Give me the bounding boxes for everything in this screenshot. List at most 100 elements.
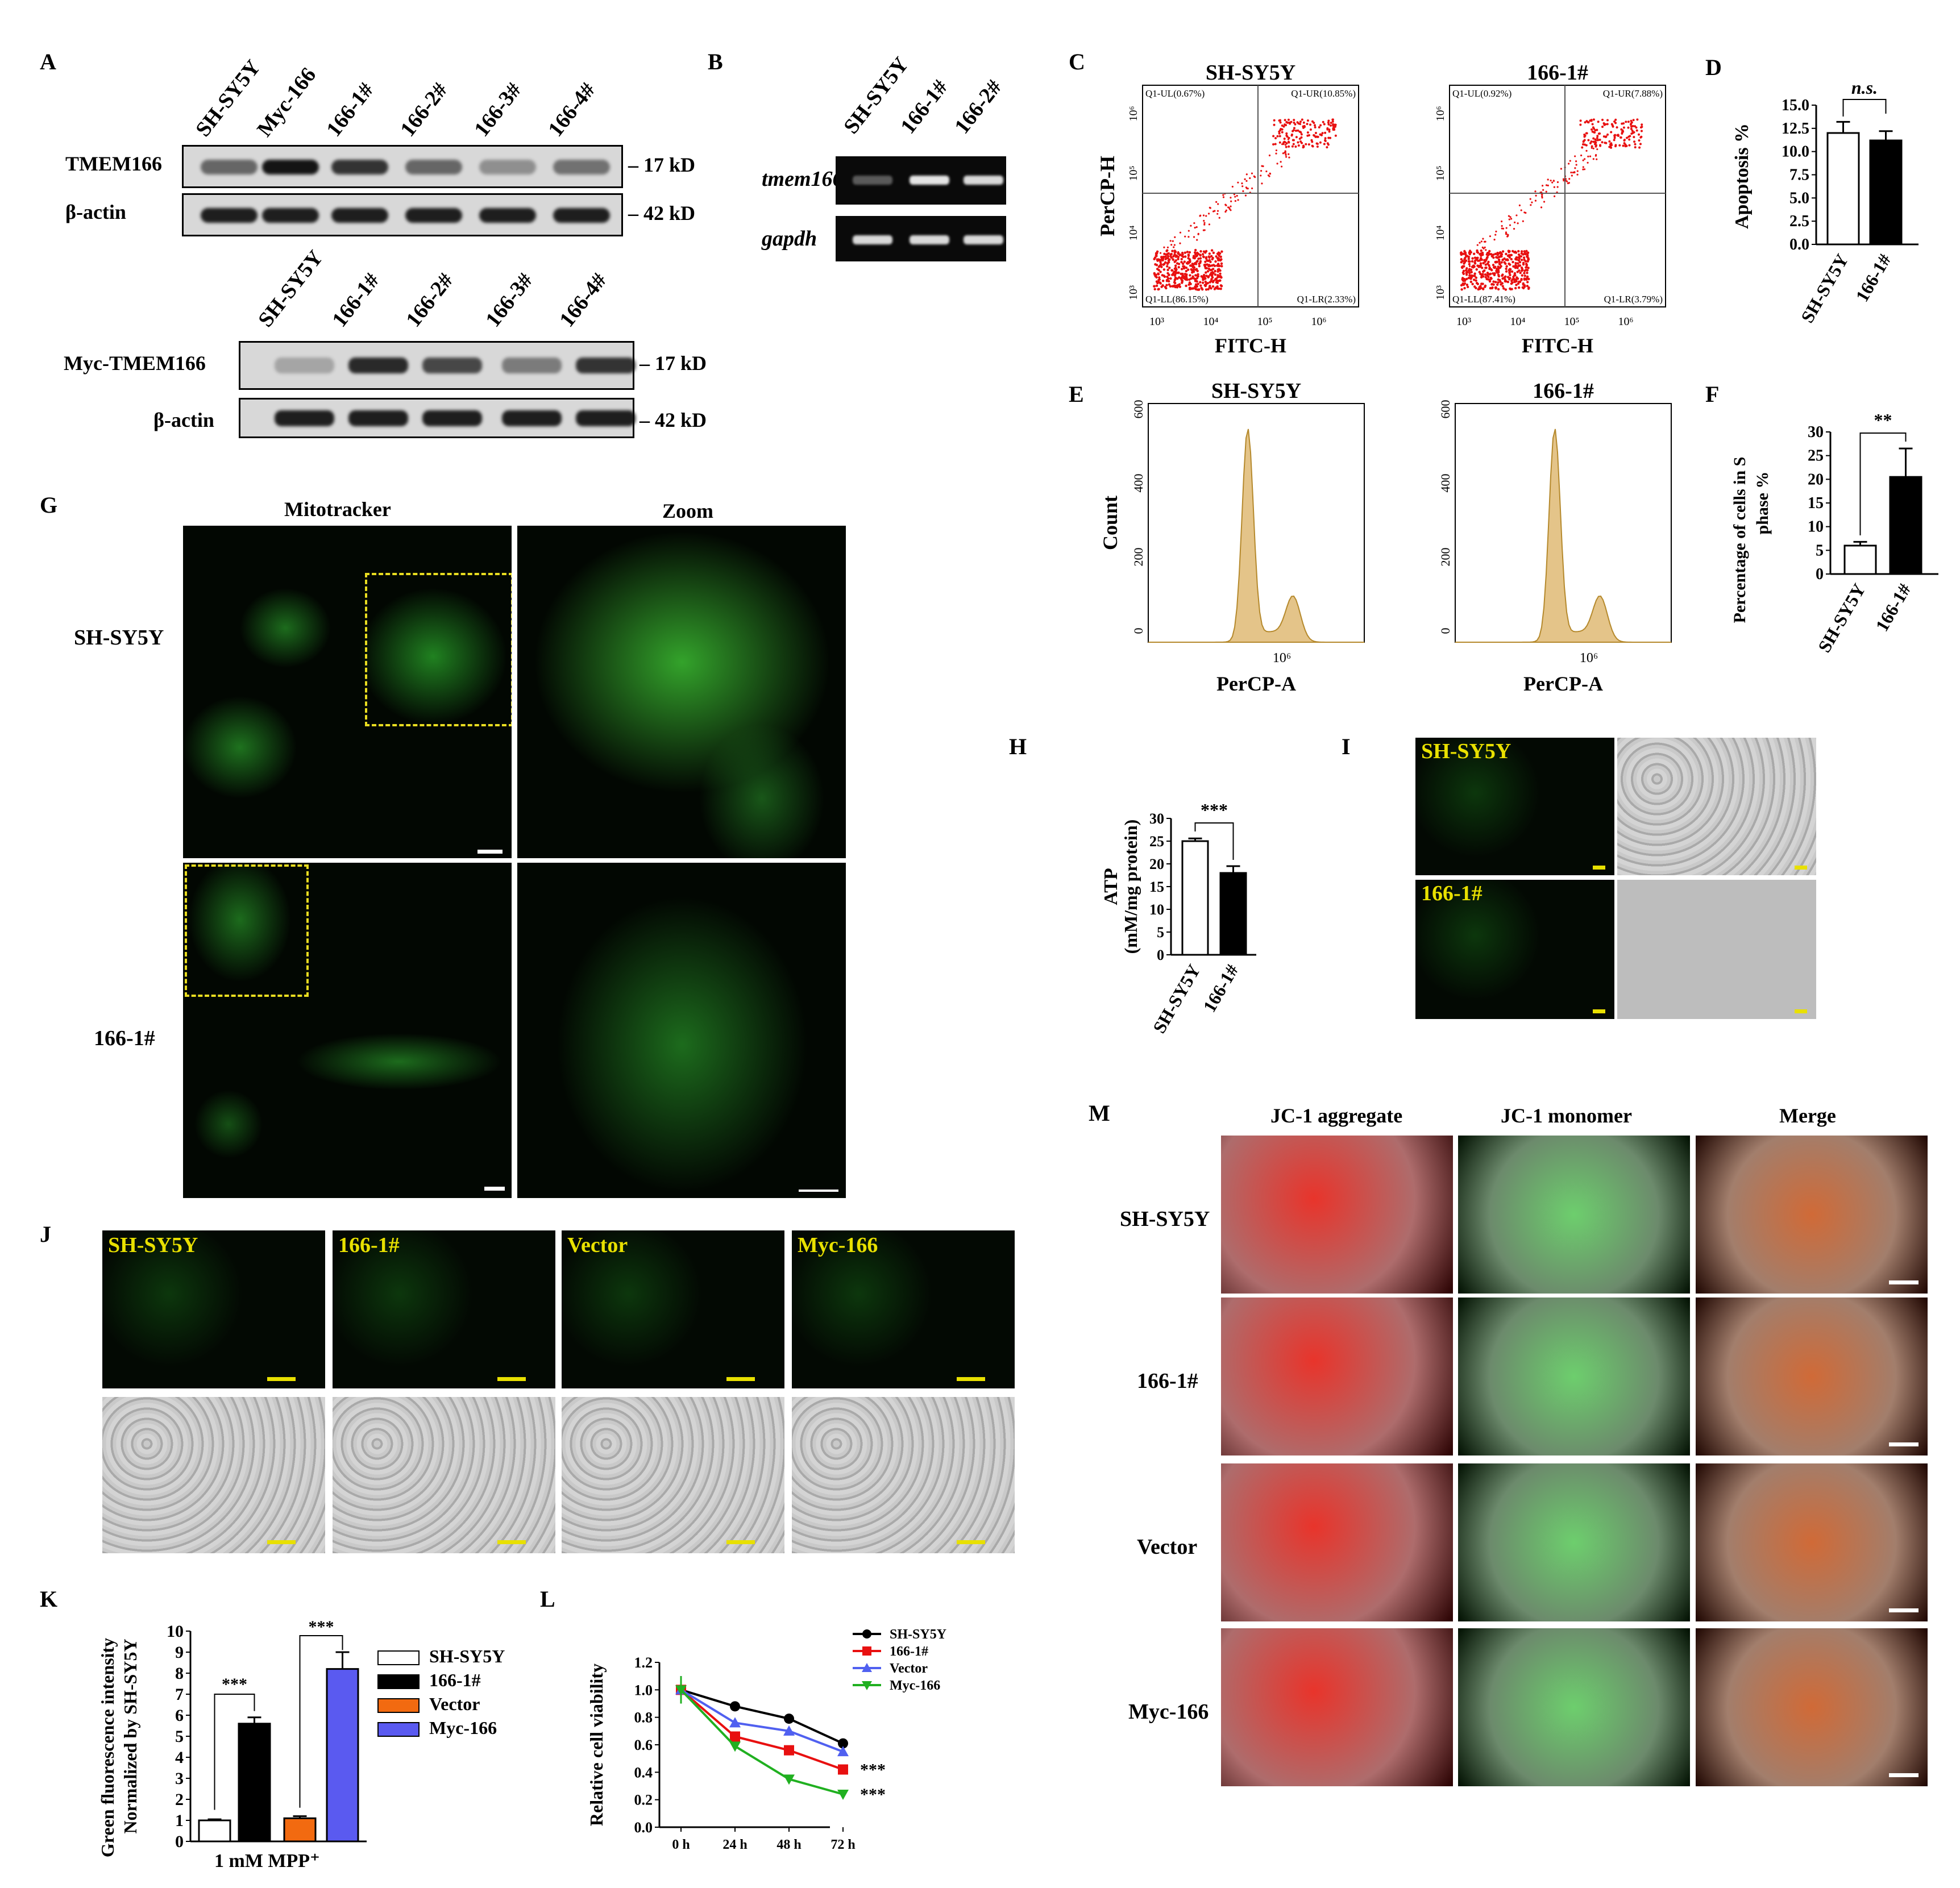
lane-label: 166-3# <box>470 78 526 142</box>
event-dot <box>1184 275 1186 278</box>
event-dot <box>1496 271 1500 274</box>
event-dot <box>1500 261 1503 264</box>
event-dot <box>1535 194 1537 197</box>
event-dot <box>1332 128 1335 131</box>
event-dot <box>1163 246 1165 248</box>
event-dot <box>1479 264 1483 267</box>
y-axis-label: Relative cell viability <box>586 1664 607 1826</box>
event-dot <box>1293 127 1295 130</box>
event-dot <box>1523 269 1526 272</box>
zoom-header: Zoom <box>662 500 713 522</box>
event-dot <box>1516 277 1519 280</box>
event-dot <box>1489 235 1492 238</box>
event-dot <box>1206 270 1210 273</box>
event-dot <box>1585 132 1588 135</box>
event-dot <box>1172 258 1174 261</box>
event-dot <box>1216 264 1219 267</box>
event-dot <box>1460 284 1463 287</box>
event-dot <box>1622 144 1625 147</box>
quadrant-ul: Q1-UL(0.92%) <box>1452 88 1511 99</box>
data-point <box>784 1745 794 1756</box>
y-tick-label: 25 <box>1149 833 1164 850</box>
event-dot <box>1587 161 1589 164</box>
event-dot <box>1471 282 1474 285</box>
legend-swatch <box>377 1722 420 1737</box>
event-dot <box>1479 242 1481 244</box>
event-dot <box>1278 132 1281 135</box>
gel-strip <box>836 156 1006 205</box>
event-dot <box>1217 251 1220 254</box>
event-dot <box>1161 256 1165 259</box>
x-tick-label: SH-SY5Y <box>1814 580 1870 656</box>
event-dot <box>1515 214 1518 217</box>
event-dot <box>1228 208 1231 210</box>
event-dot <box>1481 246 1484 248</box>
event-dot <box>1469 280 1473 284</box>
y-tick-label: 0.2 <box>634 1792 653 1808</box>
event-dot <box>1209 286 1211 289</box>
event-dot <box>1505 232 1507 235</box>
event-dot <box>1476 244 1479 246</box>
event-dot <box>1563 178 1565 180</box>
y-tick-label: 15 <box>1149 879 1164 895</box>
event-dot <box>1524 260 1527 263</box>
x-tick-label: 10⁵ <box>1257 315 1273 328</box>
event-dot <box>1510 270 1514 273</box>
lane-label: 166-4# <box>555 268 612 332</box>
event-dot <box>1504 278 1506 281</box>
event-dot <box>1203 274 1206 277</box>
event-dot <box>1245 186 1248 189</box>
cell-viability-line-chart: 0.0 0.2 0.4 0.6 0.8 1.0 1.2 0 h 24 h 48 h 72 h SH-S… <box>586 1627 946 1852</box>
event-dot <box>1490 286 1493 290</box>
i-fluor-image-1: SH-SY5Y <box>1415 738 1614 875</box>
event-dot <box>1490 253 1493 256</box>
x-tick-label: 48 h <box>776 1837 801 1852</box>
event-dot <box>1512 275 1515 278</box>
event-dot <box>1222 194 1224 196</box>
x-tick-label: 10⁴ <box>1510 315 1526 328</box>
bar-Vector <box>283 1817 317 1843</box>
m-row-label: Myc-166 <box>1128 1700 1209 1724</box>
event-dot <box>1492 256 1495 259</box>
y-tick-label: 10.0 <box>1782 143 1809 161</box>
event-dot <box>1163 252 1166 256</box>
event-dot <box>1195 254 1198 257</box>
event-dot <box>1331 118 1334 121</box>
y-tick-label: 10⁴ <box>1434 225 1447 240</box>
j-fluor-image: SH-SY5Y <box>102 1230 325 1388</box>
event-dot <box>1587 155 1589 158</box>
event-dot <box>1506 280 1510 284</box>
event-dot <box>1276 163 1278 165</box>
m-column-header: JC-1 aggregate <box>1270 1104 1403 1127</box>
event-dot <box>1462 252 1465 255</box>
y-tick-label: 0 <box>1816 565 1824 583</box>
event-dot <box>1173 278 1176 282</box>
event-dot <box>1203 229 1206 231</box>
event-dot <box>1165 286 1168 290</box>
event-dot <box>1513 272 1517 275</box>
panel-i-letter: I <box>1342 734 1351 759</box>
y-tick-label: 3 <box>175 1769 184 1788</box>
event-dot <box>1213 288 1216 290</box>
event-dot <box>1501 221 1503 223</box>
event-dot <box>1534 199 1537 202</box>
plot-title: SH-SY5Y <box>1206 61 1295 85</box>
event-dot <box>1159 252 1162 254</box>
event-dot <box>1510 218 1513 220</box>
event-dot <box>1593 131 1596 134</box>
event-dot <box>1323 143 1326 145</box>
event-dot <box>1314 124 1317 127</box>
histogram: SH-SY5Y 0 200 400 600 10⁶ PerCP-A Count <box>1099 381 1365 695</box>
event-dot <box>1484 259 1487 262</box>
event-dot <box>1628 138 1631 141</box>
event-dot <box>1485 277 1488 281</box>
event-dot <box>1606 123 1609 126</box>
event-dot <box>1290 134 1293 137</box>
event-dot <box>1196 239 1198 241</box>
event-dot <box>1596 158 1598 160</box>
event-dot <box>1209 206 1211 209</box>
event-dot <box>1293 119 1295 122</box>
panel-m-letter: M <box>1089 1100 1110 1126</box>
event-dot <box>1610 131 1613 134</box>
event-dot <box>1480 240 1483 243</box>
